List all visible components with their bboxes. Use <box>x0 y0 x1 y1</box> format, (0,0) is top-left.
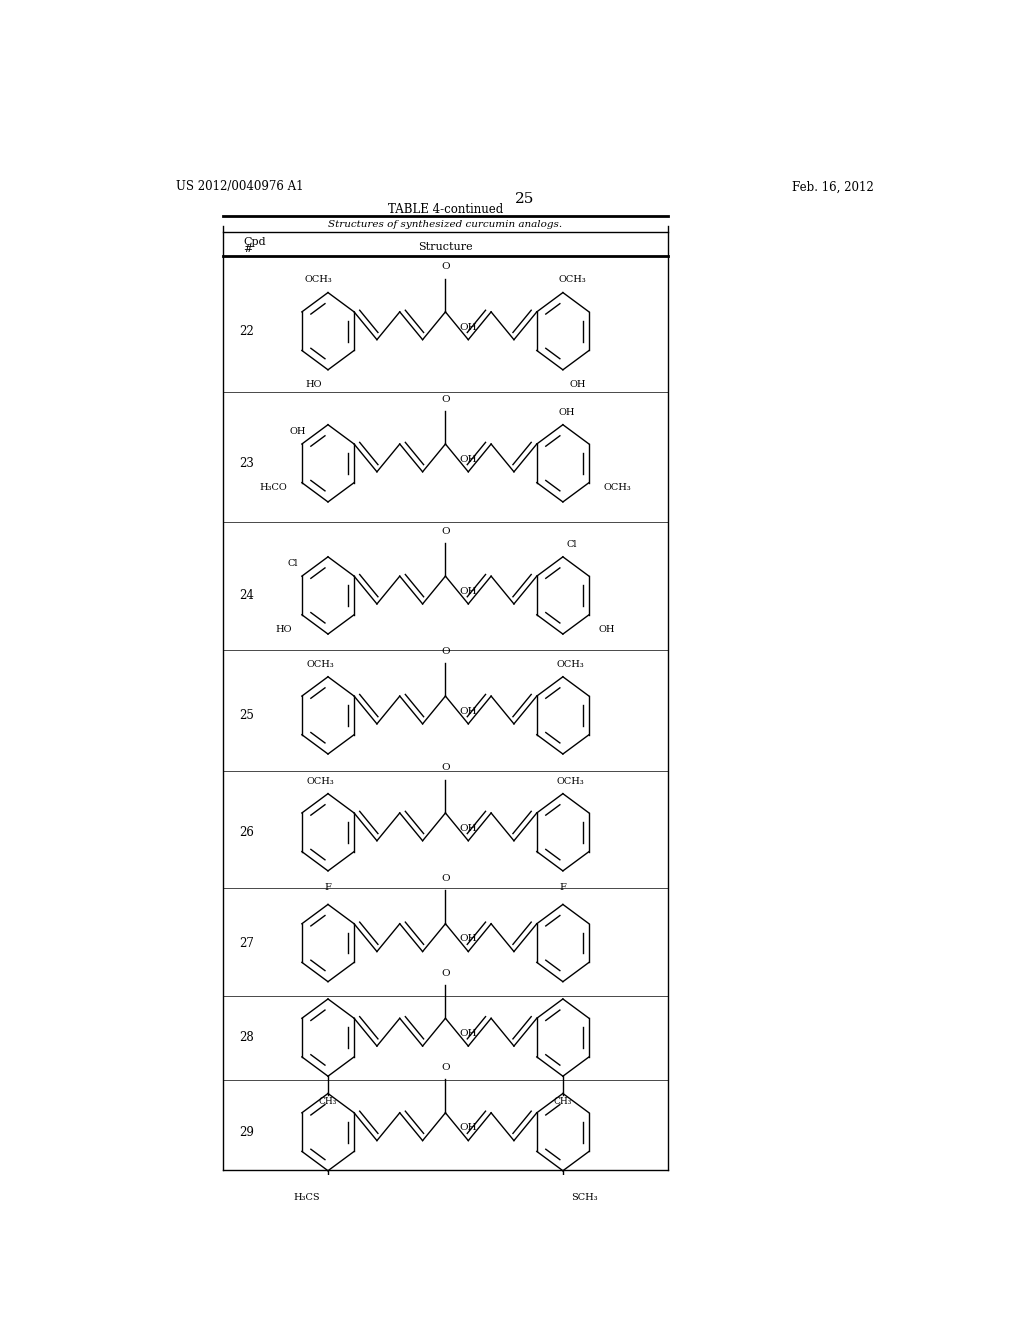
Text: O: O <box>441 647 450 656</box>
Text: OH: OH <box>460 454 477 463</box>
Text: 28: 28 <box>240 1031 254 1044</box>
Text: F: F <box>559 883 566 892</box>
Text: O: O <box>441 395 450 404</box>
Text: O: O <box>441 874 450 883</box>
Text: US 2012/0040976 A1: US 2012/0040976 A1 <box>176 181 303 193</box>
Text: O: O <box>441 263 450 272</box>
Text: 29: 29 <box>240 1126 254 1139</box>
Text: OH: OH <box>460 935 477 944</box>
Text: OH: OH <box>569 380 586 389</box>
Text: F: F <box>325 883 332 892</box>
Text: 23: 23 <box>240 457 254 470</box>
Text: Structures of synthesized curcumin analogs.: Structures of synthesized curcumin analo… <box>329 220 562 228</box>
Text: OCH₃: OCH₃ <box>306 660 334 669</box>
Text: 24: 24 <box>240 589 254 602</box>
Text: 25: 25 <box>240 709 254 722</box>
Text: OCH₃: OCH₃ <box>306 776 334 785</box>
Text: HO: HO <box>275 624 292 634</box>
Text: OH: OH <box>460 706 477 715</box>
Text: Structure: Structure <box>418 242 473 252</box>
Text: OCH₃: OCH₃ <box>603 483 631 492</box>
Text: #: # <box>243 244 253 253</box>
Text: OH: OH <box>599 624 615 634</box>
Text: OCH₃: OCH₃ <box>557 660 585 669</box>
Text: O: O <box>441 763 450 772</box>
Text: SCH₃: SCH₃ <box>570 1193 597 1203</box>
Text: Cl: Cl <box>288 558 298 568</box>
Text: O: O <box>441 527 450 536</box>
Text: H₃CO: H₃CO <box>260 483 288 492</box>
Text: OH: OH <box>559 408 575 417</box>
Text: H₃CS: H₃CS <box>294 1193 321 1203</box>
Text: Cl: Cl <box>567 540 578 549</box>
Text: 25: 25 <box>515 191 535 206</box>
Text: CH₃: CH₃ <box>318 1097 337 1106</box>
Text: O: O <box>441 969 450 978</box>
Text: 27: 27 <box>240 937 254 949</box>
Text: OH: OH <box>460 824 477 833</box>
Text: Cpd: Cpd <box>243 236 265 247</box>
Text: 26: 26 <box>240 826 254 838</box>
Text: HO: HO <box>305 380 322 389</box>
Text: Feb. 16, 2012: Feb. 16, 2012 <box>793 181 873 193</box>
Text: O: O <box>441 1064 450 1072</box>
Text: 22: 22 <box>240 325 254 338</box>
Text: OCH₃: OCH₃ <box>304 276 333 284</box>
Text: OH: OH <box>460 1123 477 1133</box>
Text: OH: OH <box>460 322 477 331</box>
Text: OCH₃: OCH₃ <box>558 276 587 284</box>
Text: OH: OH <box>460 1030 477 1038</box>
Text: OH: OH <box>460 587 477 595</box>
Text: OH: OH <box>290 426 306 436</box>
Text: OCH₃: OCH₃ <box>557 776 585 785</box>
Text: TABLE 4-continued: TABLE 4-continued <box>388 203 503 215</box>
Text: CH₃: CH₃ <box>554 1097 572 1106</box>
